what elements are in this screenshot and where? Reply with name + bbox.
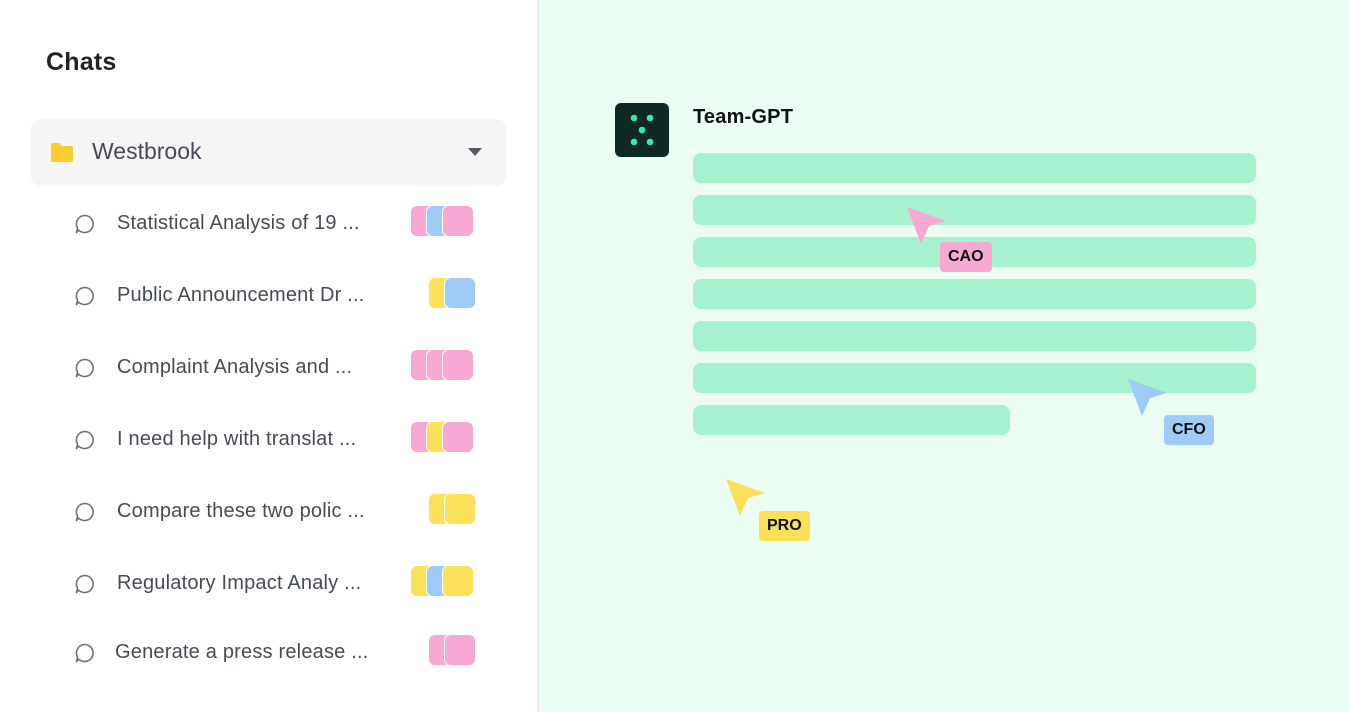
chat-title: Regulatory Impact Analy ...	[117, 572, 362, 594]
caret-down-icon[interactable]	[468, 148, 482, 157]
folder-name: Westbrook	[92, 138, 202, 164]
chat-main-panel: Team-GPT CAO CFO PRO	[540, 0, 1350, 712]
chat-bubble-icon	[75, 430, 94, 450]
pink-cursor-icon	[907, 207, 946, 244]
participant-avatar	[442, 349, 474, 381]
chat-bubble-icon	[75, 643, 94, 663]
chat-item[interactable]: Generate a press release ...	[70, 630, 490, 674]
chat-participants	[410, 349, 474, 381]
chat-title: Complaint Analysis and ...	[117, 356, 353, 378]
chat-item[interactable]: Regulatory Impact Analy ...	[70, 561, 490, 605]
chat-bubble-icon	[75, 214, 94, 234]
message-placeholder-line	[693, 279, 1256, 309]
panel-divider	[537, 0, 540, 712]
participant-avatar	[442, 205, 474, 237]
chat-bubble-icon	[75, 286, 94, 306]
chat-item[interactable]: Public Announcement Dr ...	[70, 273, 490, 317]
message-placeholder-line	[693, 363, 1256, 393]
chat-bubble-icon	[75, 358, 94, 378]
cursor-label-cao: CAO	[940, 242, 992, 272]
chat-participants	[410, 565, 474, 597]
sidebar-title: Chats	[46, 48, 117, 76]
chat-item[interactable]: Compare these two polic ...	[70, 489, 490, 533]
cursor-label-pro: PRO	[759, 511, 810, 541]
participant-avatar	[444, 634, 476, 666]
chat-title: Generate a press release ...	[115, 641, 369, 663]
chat-participants	[428, 634, 476, 666]
chat-title: Public Announcement Dr ...	[117, 284, 365, 306]
participant-avatar	[442, 565, 474, 597]
chat-participants	[410, 205, 474, 237]
chat-title: Statistical Analysis of 19 ...	[117, 212, 360, 234]
chat-title: I need help with translat ...	[117, 428, 357, 450]
chat-bubble-icon	[75, 574, 94, 594]
participant-avatar	[444, 277, 476, 309]
team-gpt-logo-icon	[615, 103, 669, 157]
participant-avatar	[442, 421, 474, 453]
message-placeholder-line	[693, 195, 1256, 225]
folder-icon	[51, 143, 73, 162]
yellow-cursor-icon	[726, 479, 765, 516]
chat-bubble-icon	[75, 502, 94, 522]
assistant-name: Team-GPT	[693, 106, 794, 128]
chats-sidebar: Chats Westbrook Statistical Analysis of …	[0, 0, 537, 712]
cursor-label-cfo: CFO	[1164, 415, 1214, 445]
folder-westbrook[interactable]: Westbrook	[31, 119, 506, 185]
chat-item[interactable]: Complaint Analysis and ...	[70, 345, 490, 389]
message-placeholder-line	[693, 405, 1010, 435]
participant-avatar	[444, 493, 476, 525]
chat-participants	[428, 277, 476, 309]
chat-item[interactable]: I need help with translat ...	[70, 417, 490, 461]
chat-participants	[428, 493, 476, 525]
chat-item[interactable]: Statistical Analysis of 19 ...	[70, 201, 490, 245]
message-placeholder-line	[693, 321, 1256, 351]
message-placeholder-line	[693, 153, 1256, 183]
blue-cursor-icon	[1128, 379, 1167, 416]
chat-title: Compare these two polic ...	[117, 500, 365, 522]
chat-participants	[410, 421, 474, 453]
